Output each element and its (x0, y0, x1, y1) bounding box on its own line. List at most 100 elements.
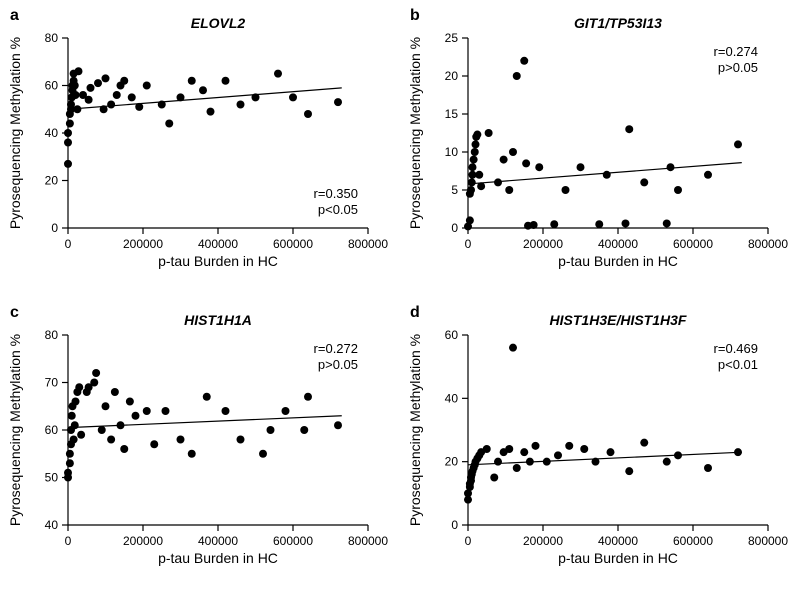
x-tick-label: 800000 (348, 534, 388, 548)
x-tick-label: 400000 (198, 534, 238, 548)
data-point (107, 435, 115, 443)
panel-title: ELOVL2 (191, 15, 246, 31)
data-point (282, 407, 290, 415)
data-point (143, 82, 151, 90)
data-point (535, 163, 543, 171)
x-axis-label: p-tau Burden in HC (158, 550, 278, 566)
data-point (509, 148, 517, 156)
data-point (135, 103, 143, 111)
scatter-panel-c: cHIST1H1A0200000400000600000800000405060… (0, 297, 400, 593)
x-tick-label: 800000 (748, 534, 788, 548)
data-point (188, 77, 196, 85)
data-point (64, 160, 72, 168)
x-tick-label: 600000 (273, 237, 313, 251)
data-point (117, 421, 125, 429)
data-point (704, 464, 712, 472)
stat-p: p<0.05 (318, 202, 358, 217)
y-tick-label: 60 (445, 328, 459, 342)
data-point (94, 79, 102, 87)
panel-title: HIST1H1A (184, 312, 252, 328)
data-point (471, 148, 479, 156)
panel-title: HIST1H3E/HIST1H3F (550, 312, 687, 328)
x-tick-label: 200000 (123, 237, 163, 251)
data-point (120, 77, 128, 85)
data-point (622, 219, 630, 227)
y-tick-label: 20 (45, 174, 59, 188)
x-tick-label: 600000 (273, 534, 313, 548)
data-point (505, 186, 513, 194)
data-point (162, 407, 170, 415)
data-point (472, 140, 480, 148)
data-point (734, 448, 742, 456)
x-tick-label: 600000 (673, 237, 713, 251)
y-tick-label: 60 (45, 423, 59, 437)
data-point (158, 101, 166, 109)
y-tick-label: 50 (45, 470, 59, 484)
y-tick-label: 40 (45, 126, 59, 140)
stat-r: r=0.274 (714, 44, 758, 59)
x-tick-label: 800000 (348, 237, 388, 251)
data-point (520, 57, 528, 65)
stat-r: r=0.469 (714, 341, 758, 356)
data-point (107, 101, 115, 109)
scatter-panel-b: bGIT1/TP53I13020000040000060000080000005… (400, 0, 800, 296)
data-point (66, 459, 74, 467)
data-point (259, 449, 267, 457)
data-point (595, 220, 603, 228)
data-point (494, 457, 502, 465)
panel-letter: c (10, 304, 19, 321)
data-point (177, 93, 185, 101)
data-point (334, 421, 342, 429)
data-point (207, 108, 215, 116)
y-tick-label: 15 (445, 107, 459, 121)
x-tick-label: 200000 (123, 534, 163, 548)
data-point (580, 445, 588, 453)
data-point (92, 369, 100, 377)
data-point (75, 67, 83, 75)
x-tick-label: 600000 (673, 534, 713, 548)
fit-line (68, 415, 342, 427)
data-point (75, 383, 83, 391)
data-point (177, 435, 185, 443)
x-tick-label: 400000 (598, 534, 638, 548)
data-point (494, 178, 502, 186)
y-tick-label: 40 (45, 518, 59, 532)
y-tick-label: 40 (445, 391, 459, 405)
data-point (100, 105, 108, 113)
scatter-panel-d: dHIST1H3E/HIST1H3F0200000400000600000800… (400, 297, 800, 593)
data-point (592, 457, 600, 465)
data-point (87, 84, 95, 92)
data-point (509, 343, 517, 351)
y-tick-label: 0 (51, 221, 58, 235)
data-point (64, 468, 72, 476)
data-point (466, 216, 474, 224)
y-tick-label: 60 (45, 79, 59, 93)
x-tick-label: 0 (65, 237, 72, 251)
data-point (222, 407, 230, 415)
data-point (674, 451, 682, 459)
data-point (64, 139, 72, 147)
data-point (477, 182, 485, 190)
data-point (334, 98, 342, 106)
stat-p: p<0.01 (718, 357, 758, 372)
panel-title: GIT1/TP53I13 (574, 15, 662, 31)
y-axis-label: Pyrosequencing Methylation % (7, 37, 23, 229)
data-point (625, 125, 633, 133)
x-axis-label: p-tau Burden in HC (558, 550, 678, 566)
data-point (66, 449, 74, 457)
data-point (550, 220, 558, 228)
y-tick-label: 80 (45, 328, 59, 342)
data-point (485, 129, 493, 137)
data-point (113, 91, 121, 99)
data-point (64, 129, 72, 137)
data-point (704, 171, 712, 179)
data-point (565, 441, 573, 449)
fit-line (468, 452, 742, 465)
data-point (66, 120, 74, 128)
data-point (72, 397, 80, 405)
data-point (513, 464, 521, 472)
stat-p: p>0.05 (318, 357, 358, 372)
y-tick-label: 20 (445, 454, 459, 468)
y-axis-label: Pyrosequencing Methylation % (407, 333, 423, 525)
data-point (71, 421, 79, 429)
